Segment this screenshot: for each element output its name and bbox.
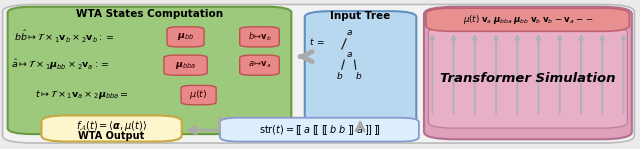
FancyBboxPatch shape [305,11,417,129]
Text: $a \!\mapsto\! \mathbf{v}_a$: $a \!\mapsto\! \mathbf{v}_a$ [248,60,271,70]
Text: Transformer Simulation: Transformer Simulation [440,72,616,86]
Text: WTA States Computation: WTA States Computation [76,9,223,19]
Text: $\mathrm{str}(t) = [\![\; a \;[\![\; [\![\; b\; b\; ]\!]\; a\; ]\!]\;]\!]$: $\mathrm{str}(t) = [\![\; a \;[\![\; [\!… [259,123,380,137]
FancyBboxPatch shape [167,27,204,47]
Text: $\mu(t)\;\mathbf{v}_a\;\boldsymbol{\mu}_{bba}\;\boldsymbol{\mu}_{bb}\;\mathbf{v}: $\mu(t)\;\mathbf{v}_a\;\boldsymbol{\mu}_… [463,13,593,26]
FancyBboxPatch shape [428,27,627,128]
Text: $b \!\mapsto\! \mathbf{v}_b$: $b \!\mapsto\! \mathbf{v}_b$ [248,31,271,43]
FancyBboxPatch shape [181,85,216,105]
Text: $t\; =\;$: $t\; =\;$ [308,36,325,47]
Text: $b$: $b$ [335,70,343,81]
Text: $\mu(t)$: $\mu(t)$ [189,88,207,101]
Text: Input Tree: Input Tree [330,11,390,21]
Text: $b\hat{b} \mapsto \mathcal{T} \times_1 \mathbf{v}_b \times_2 \mathbf{v}_b :=$: $b\hat{b} \mapsto \mathcal{T} \times_1 \… [14,28,115,45]
FancyBboxPatch shape [3,4,634,143]
FancyBboxPatch shape [240,55,279,75]
Text: $f_{\mathcal{A}}(t) = \langle \boldsymbol{\alpha}, \mu(t) \rangle$: $f_{\mathcal{A}}(t) = \langle \boldsymbo… [76,119,147,133]
Text: $t \mapsto \mathcal{T} \times_1 \mathbf{v}_a \times_2 \boldsymbol{\mu}_{bba} =$: $t \mapsto \mathcal{T} \times_1 \mathbf{… [35,88,129,101]
FancyBboxPatch shape [164,55,207,75]
FancyBboxPatch shape [426,8,629,31]
FancyBboxPatch shape [424,7,632,139]
FancyBboxPatch shape [8,7,291,134]
Text: $\boldsymbol{\mu}_{bba}$: $\boldsymbol{\mu}_{bba}$ [175,60,196,71]
Text: WTA Output: WTA Output [79,131,145,141]
Text: $\boldsymbol{\mu}_{bb}$: $\boldsymbol{\mu}_{bb}$ [177,31,195,42]
Text: $a$: $a$ [346,28,353,37]
Text: $a$: $a$ [346,50,353,59]
Text: $\hat{a} \mapsto \mathcal{T} \times_1 \boldsymbol{\mu}_{bb} \times_2 \mathbf{v}_: $\hat{a} \mapsto \mathcal{T} \times_1 \b… [12,58,110,72]
Text: $b$: $b$ [355,70,362,81]
FancyBboxPatch shape [42,115,182,142]
FancyBboxPatch shape [220,118,419,142]
FancyBboxPatch shape [240,27,279,47]
